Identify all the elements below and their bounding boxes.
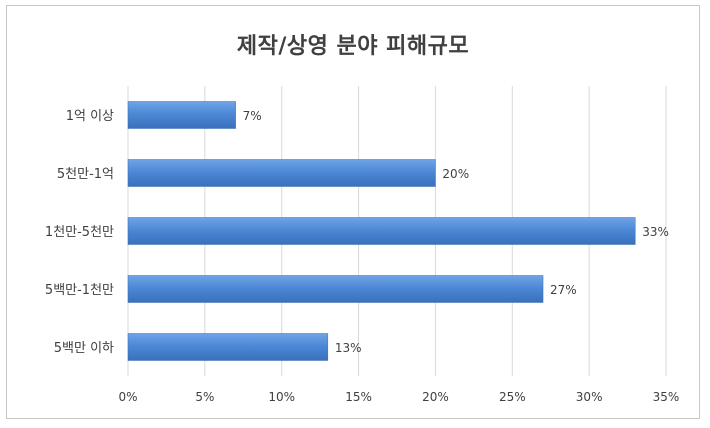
data-label: 20% (442, 167, 469, 181)
data-label: 27% (550, 283, 577, 297)
x-tick-label: 30% (576, 390, 603, 404)
bar (127, 159, 436, 187)
bar (127, 275, 544, 303)
x-tick-label: 5% (195, 390, 214, 404)
category-label: 1천만-5천만 (45, 225, 114, 240)
x-tick-label: 25% (499, 390, 526, 404)
category-label: 5천만-1억 (57, 167, 114, 182)
x-tick-label: 0% (118, 390, 137, 404)
data-label: 13% (335, 341, 362, 355)
bar (127, 101, 236, 129)
x-tick-label: 15% (345, 390, 372, 404)
x-tick-label: 35% (653, 390, 680, 404)
category-label: 5백만 이하 (54, 341, 114, 356)
data-label: 7% (243, 109, 262, 123)
x-tick-label: 20% (422, 390, 449, 404)
bar (127, 217, 636, 245)
chart-frame: 제작/상영 분야 피해규모 (6, 5, 700, 419)
category-label: 5백만-1천만 (45, 283, 114, 298)
data-label: 33% (642, 225, 669, 239)
x-tick-label: 10% (268, 390, 295, 404)
chart-title: 제작/상영 분야 피해규모 (236, 34, 470, 59)
bar (127, 333, 329, 361)
category-label: 1억 이상 (66, 109, 114, 124)
